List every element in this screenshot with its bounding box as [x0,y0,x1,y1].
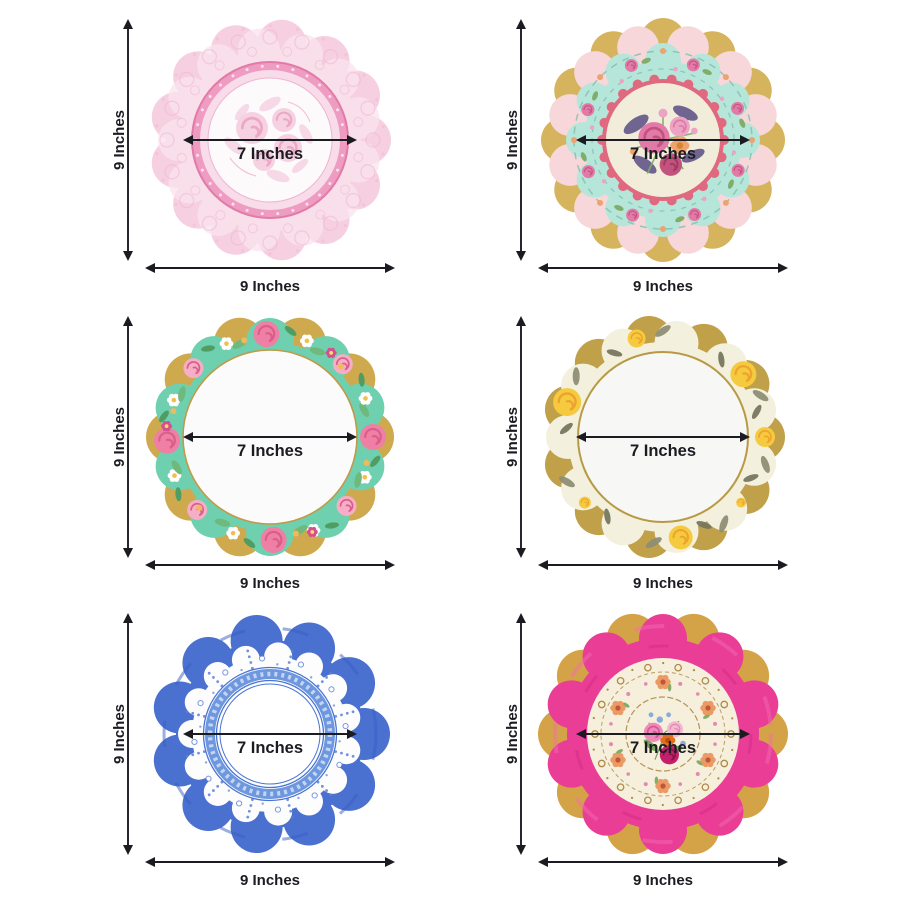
figure-cell-vintage-floral-plate: 9 Inches 7 Inches 9 Inches [393,0,843,300]
diameter-arrow [576,729,750,739]
width-arrow [145,263,395,273]
width-label: 9 Inches [633,575,693,592]
diameter-label: 7 Inches [237,739,303,757]
width-label: 9 Inches [240,278,300,295]
diameter-label: 7 Inches [237,442,303,460]
width-label: 9 Inches [633,872,693,889]
height-arrow [516,316,526,558]
height-arrow [516,613,526,855]
diameter-arrow [183,729,357,739]
height-label: 9 Inches [111,110,128,170]
width-arrow [538,857,788,867]
width-label: 9 Inches [240,575,300,592]
figure-cell-blue-scallop-plate: 9 Inches 7 Inches 9 Inches [0,594,450,894]
diameter-arrow [183,432,357,442]
height-label: 9 Inches [504,704,521,764]
width-arrow [538,263,788,273]
height-arrow [123,316,133,558]
width-label: 9 Inches [240,872,300,889]
pink-lace-plate [151,19,391,261]
diameter-arrow [183,135,357,145]
diameter-label: 7 Inches [630,145,696,163]
figure-cell-mint-roses-plate: 9 Inches 7 Inches 9 Inches [0,297,450,597]
figure-cell-hot-pink-plate: 9 Inches 7 Inches 9 Inches [393,594,843,894]
height-arrow [123,613,133,855]
height-label: 9 Inches [504,110,521,170]
figure-cell-yellow-roses-plate: 9 Inches 7 Inches 9 Inches [393,297,843,597]
diameter-arrow [576,135,750,145]
diameter-label: 7 Inches [630,739,696,757]
figure-cell-pink-lace-plate: 9 Inches 7 Inches 9 Inches [0,0,450,300]
height-label: 9 Inches [504,407,521,467]
diameter-label: 7 Inches [237,145,303,163]
diameter-arrow [576,432,750,442]
width-arrow [145,857,395,867]
diameter-label: 7 Inches [630,442,696,460]
width-arrow [145,560,395,570]
height-label: 9 Inches [111,407,128,467]
width-label: 9 Inches [633,278,693,295]
width-arrow [538,560,788,570]
height-label: 9 Inches [111,704,128,764]
height-arrow [123,19,133,261]
height-arrow [516,19,526,261]
